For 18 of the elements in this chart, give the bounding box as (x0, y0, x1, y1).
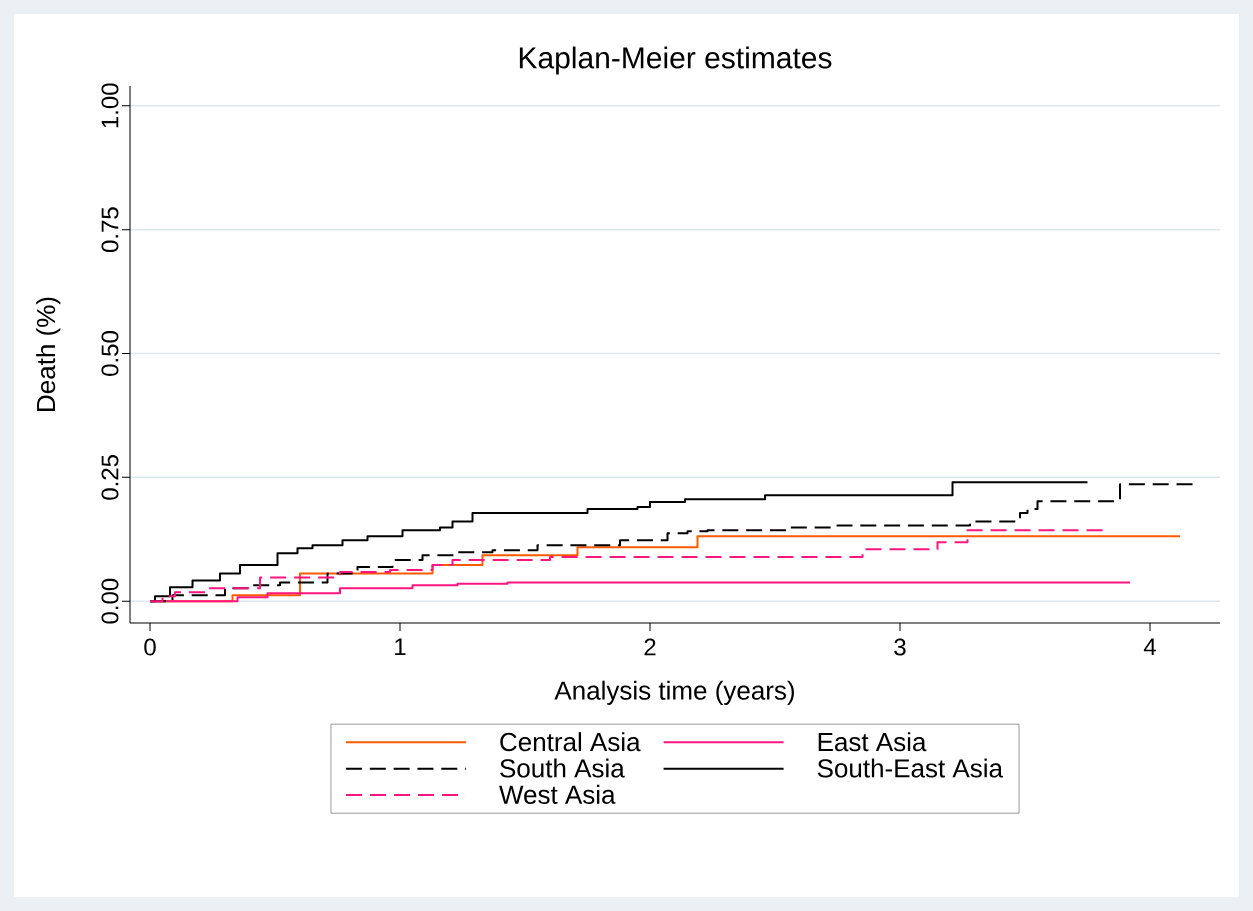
x-tick-label: 1 (395, 638, 406, 656)
legend-label: West Asia (499, 784, 616, 804)
x-tick-label: 3 (894, 638, 906, 656)
legend-label: South Asia (500, 758, 625, 778)
y-tick-label: 0.50 (101, 331, 119, 376)
y-axis-title: Death (%) (36, 297, 61, 411)
x-tick-label: 2 (644, 638, 656, 656)
x-tick-label: 4 (1143, 638, 1156, 656)
y-tick-label: 1.00 (101, 83, 119, 128)
legend-label: Central Asia (500, 732, 641, 752)
y-tick-label: 0.25 (101, 455, 119, 500)
chart-title: Kaplan-Meier estimates (519, 46, 832, 75)
y-tick-label: 0.75 (101, 207, 119, 253)
x-tick-label: 0 (144, 638, 156, 656)
legend-label: East Asia (818, 732, 927, 752)
x-axis-title: Analysis time (years) (554, 680, 794, 705)
y-tick-label: 0.00 (101, 578, 119, 624)
legend-label: South-East Asia (817, 758, 1003, 778)
